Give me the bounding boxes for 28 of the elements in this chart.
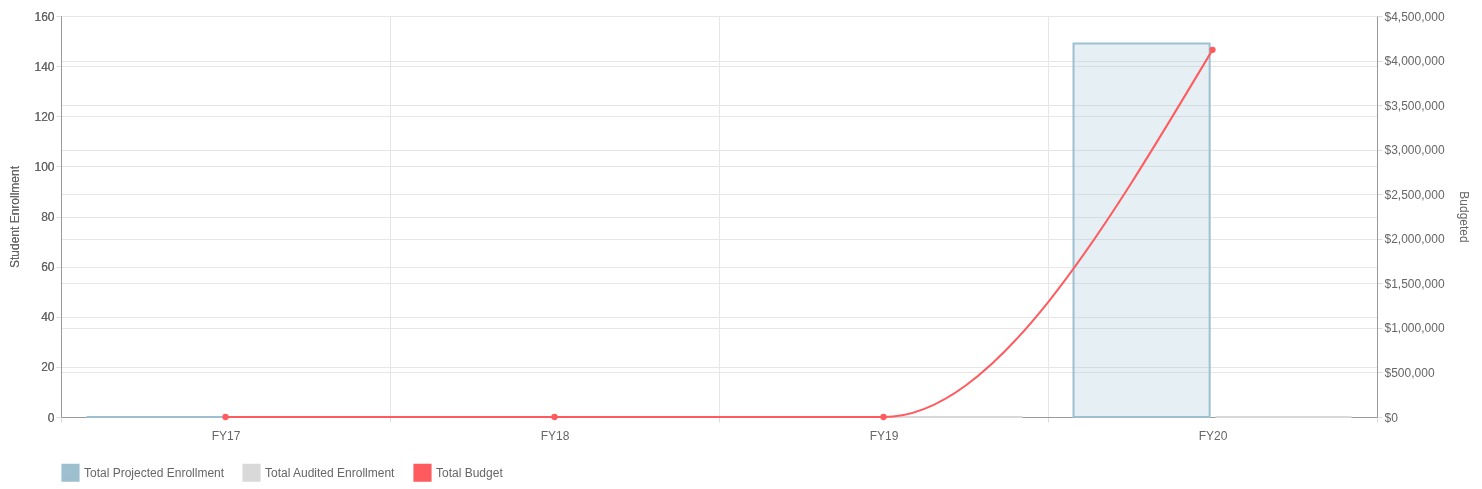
legend-label: Total Budget: [436, 465, 504, 480]
y-tick-label: 140: [34, 59, 55, 74]
x-tick-label: FY18: [540, 428, 570, 443]
legend-label: Total Audited Enrollment: [265, 465, 396, 480]
y2-tick-label: $500,000: [1384, 365, 1435, 380]
y2-tick-label: $2,500,000: [1384, 187, 1445, 202]
y2-tick-label: $3,500,000: [1384, 98, 1445, 113]
y2-tick-label: $3,000,000: [1384, 143, 1445, 158]
y2-tick-label: $1,500,000: [1384, 276, 1445, 291]
y2-tick-label: $4,500,000: [1384, 9, 1445, 24]
y-tick-label: 100: [34, 159, 55, 174]
y2-tick-label: $1,000,000: [1384, 321, 1445, 336]
legend-label: Total Projected Enrollment: [84, 465, 225, 480]
x-tick-label: FY17: [211, 428, 241, 443]
y-tick-label: 20: [41, 360, 55, 375]
x-tick-label: FY20: [1198, 428, 1228, 443]
y2-axis-title: Budgeted: [1456, 191, 1471, 243]
y-axis-title: Student Enrollment: [8, 165, 23, 269]
y2-tick-label: $4,000,000: [1384, 54, 1445, 69]
y-tick-label: 120: [34, 109, 55, 124]
y-tick-label: 40: [41, 310, 55, 325]
y2-tick-label: $0: [1384, 410, 1399, 425]
y-tick-label: 0: [47, 410, 55, 425]
y-tick-label: 60: [41, 260, 55, 275]
y-tick-label: 80: [41, 210, 55, 224]
x-tick-label: FY19: [869, 428, 899, 443]
y2-tick-label: $2,000,000: [1384, 232, 1445, 247]
y-tick-label: 160: [34, 9, 55, 24]
